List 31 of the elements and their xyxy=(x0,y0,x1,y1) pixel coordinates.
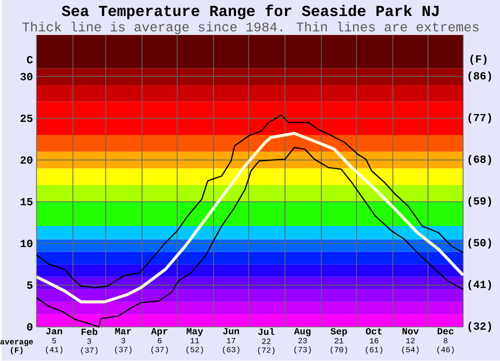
y-tick-label: 30 xyxy=(20,72,32,80)
x-tick-label: Mar xyxy=(115,328,132,335)
x-tick-label: Apr xyxy=(151,328,168,336)
y2-tick-label: (32) xyxy=(468,322,492,332)
y2-tick-label: (50) xyxy=(468,238,492,249)
x-tick-label: Nov xyxy=(402,328,419,335)
x-tick-label: Aug xyxy=(294,328,311,336)
x-tick-label: Jun xyxy=(223,328,240,335)
x-tick-label: Sep xyxy=(330,328,347,336)
y-tick-label: 15 xyxy=(20,198,32,206)
y-tick-label: 5 xyxy=(27,282,32,289)
y2-tick-label: (59) xyxy=(468,196,492,207)
x-tick-label: Dec xyxy=(438,328,454,335)
chart-title: Sea Temperature Range for Seaside Park NJ xyxy=(62,4,439,20)
y2-tick-label: (77) xyxy=(468,113,492,124)
x-tick-label: Oct xyxy=(366,328,382,335)
chart-subtitle: Thick line is average since 1984. Thin lines are extremes xyxy=(22,22,479,34)
x-tick-label: Jan xyxy=(46,328,62,335)
x-tick-label: May xyxy=(186,328,204,336)
x-tick-label: Jul xyxy=(258,328,274,336)
line-series xyxy=(36,114,464,288)
y-tick-label: 20 xyxy=(20,156,32,164)
y2-tick-label: (86) xyxy=(468,72,492,82)
y-axis-title: C xyxy=(26,56,33,64)
y2-tick-label: (41) xyxy=(468,280,492,290)
x-tick-label: Feb xyxy=(82,328,98,336)
y2-axis-title: (F) xyxy=(470,54,486,65)
y-tick-label: 0 xyxy=(27,323,32,331)
y-tick-label: 25 xyxy=(20,114,32,122)
y2-tick-label: (68) xyxy=(468,155,492,166)
y-tick-label: 10 xyxy=(20,240,32,248)
